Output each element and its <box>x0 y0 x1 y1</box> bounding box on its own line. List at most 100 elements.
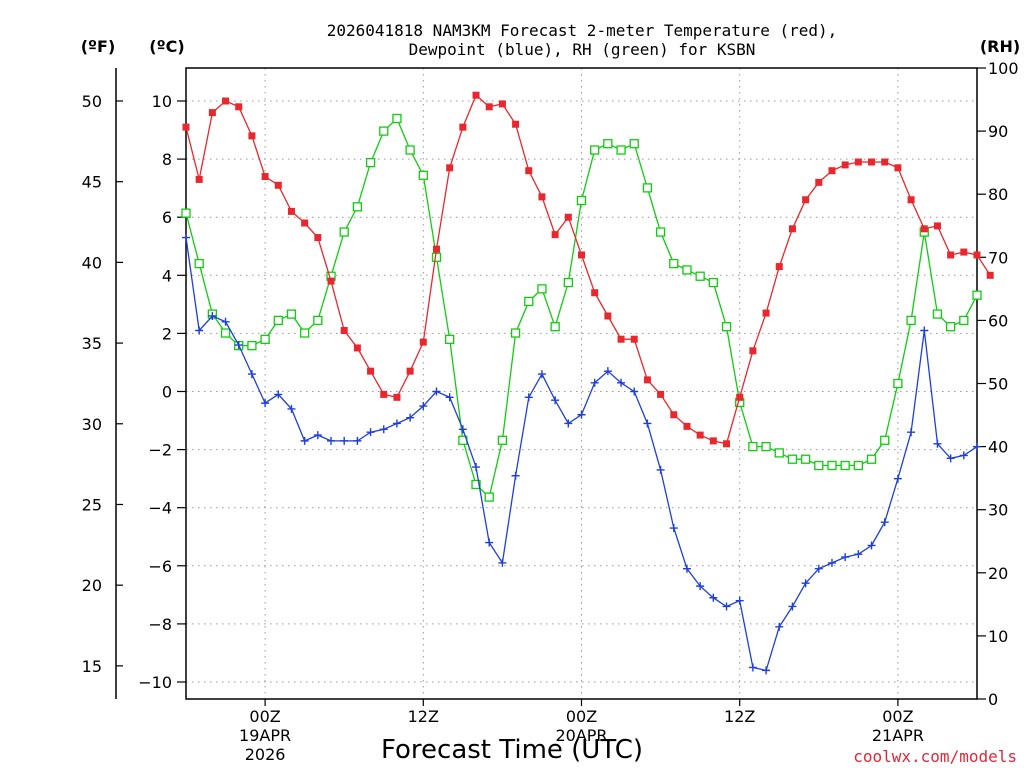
celsius-tick-label: −8 <box>148 615 172 634</box>
temperature-point <box>604 312 612 320</box>
temperature-point <box>696 431 704 439</box>
celsius-tick-label: 10 <box>152 92 172 111</box>
temperature-point <box>854 158 862 166</box>
rh-point <box>405 145 415 155</box>
temperature-point <box>683 422 691 430</box>
rh-point <box>932 309 943 319</box>
dewpoint-point <box>696 582 705 591</box>
dewpoint-point <box>709 593 718 602</box>
rh-point <box>220 328 231 338</box>
rh-tick-label: 0 <box>988 690 998 709</box>
dewpoint-point <box>577 410 586 419</box>
temperature-point <box>802 196 810 204</box>
temperature-point <box>353 344 361 352</box>
dewpoint-point <box>973 442 981 451</box>
temperature-point <box>327 277 335 285</box>
dewpoint-point <box>261 399 270 408</box>
rh-point <box>352 202 363 212</box>
rh-point <box>418 170 428 180</box>
rh-point <box>880 435 890 445</box>
temperature-point <box>393 393 401 401</box>
temperature-point <box>367 367 375 375</box>
temperature-point <box>472 91 480 99</box>
temperature-series <box>182 91 994 448</box>
rh-point <box>510 328 521 338</box>
fahrenheit-tick-label: 20 <box>82 576 102 595</box>
rh-point <box>616 145 626 155</box>
dewpoint-point <box>946 454 955 463</box>
fahrenheit-tick-label: 30 <box>82 415 102 434</box>
temperature-point <box>235 103 243 111</box>
temperature-point <box>446 164 454 172</box>
dewpoint-point <box>274 390 283 399</box>
temperature-point <box>841 161 849 169</box>
rh-unit-label: (RH) <box>980 37 1020 56</box>
x-tick-date: 19APR <box>239 726 291 745</box>
axes <box>115 67 986 706</box>
rh-point <box>247 340 257 351</box>
dewpoint-point <box>247 370 256 379</box>
rh-point <box>537 284 547 294</box>
dewpoint-point <box>933 439 942 448</box>
dewpoint-point <box>300 436 309 445</box>
rh-point <box>669 258 679 269</box>
temperature-point <box>195 175 203 183</box>
dewpoint-point <box>735 596 744 605</box>
celsius-tick-label: −10 <box>138 673 172 692</box>
dewpoint-point <box>366 428 375 437</box>
rh-tick-label: 30 <box>988 501 1008 520</box>
dewpoint-point <box>643 419 652 428</box>
rh-point <box>695 271 705 281</box>
dewpoint-point <box>458 425 467 434</box>
rh-tick-label: 20 <box>988 564 1008 583</box>
rh-point <box>893 378 903 389</box>
rh-point <box>721 322 732 332</box>
dewpoint-point <box>893 474 902 483</box>
fahrenheit-tick-label: 40 <box>82 253 102 272</box>
x-tick-label: 00Z <box>882 707 913 726</box>
temperature-point <box>485 103 493 111</box>
rh-series <box>181 113 982 502</box>
dewpoint-point <box>907 428 916 437</box>
x-axis-title: Forecast Time (UTC) <box>381 735 643 765</box>
dewpoint-point <box>959 451 968 460</box>
rh-point <box>642 183 653 193</box>
dewpoint-point <box>524 393 533 402</box>
temperature-point <box>380 390 388 398</box>
temperature-point <box>973 251 981 259</box>
fahrenheit-unit-label: (ºF) <box>81 37 116 56</box>
rh-point <box>260 334 270 344</box>
temperature-point <box>788 225 796 233</box>
dewpoint-point <box>221 317 230 326</box>
celsius-tick-label: −6 <box>148 557 172 576</box>
dewpoint-point <box>762 666 771 675</box>
dewpoint-point <box>287 404 296 413</box>
rh-tick-label: 80 <box>988 185 1008 204</box>
temperature-point <box>736 393 744 401</box>
rh-point <box>299 328 310 338</box>
celsius-tick-label: 0 <box>162 383 172 402</box>
dewpoint-point <box>208 311 217 320</box>
temperature-point <box>459 123 467 131</box>
dewpoint-point <box>630 387 639 396</box>
dewpoint-point <box>195 326 204 335</box>
temperature-point <box>643 376 651 384</box>
rh-point <box>484 492 494 502</box>
rh-point <box>392 113 402 124</box>
rh-point <box>563 277 573 288</box>
rh-point <box>550 322 560 332</box>
temperature-point <box>894 164 902 172</box>
dewpoint-point <box>406 413 415 422</box>
temperature-point <box>274 181 282 189</box>
x-tick-date: 20APR <box>555 726 607 745</box>
rh-point <box>655 227 666 237</box>
rh-point <box>194 258 204 269</box>
temperature-point <box>340 326 348 334</box>
rh-point <box>761 441 771 452</box>
dewpoint-point <box>419 402 428 411</box>
celsius-tick-label: −2 <box>148 441 172 460</box>
rh-point <box>800 454 811 464</box>
rh-point <box>497 435 508 445</box>
rh-point <box>866 454 877 464</box>
temperature-point <box>907 196 915 204</box>
